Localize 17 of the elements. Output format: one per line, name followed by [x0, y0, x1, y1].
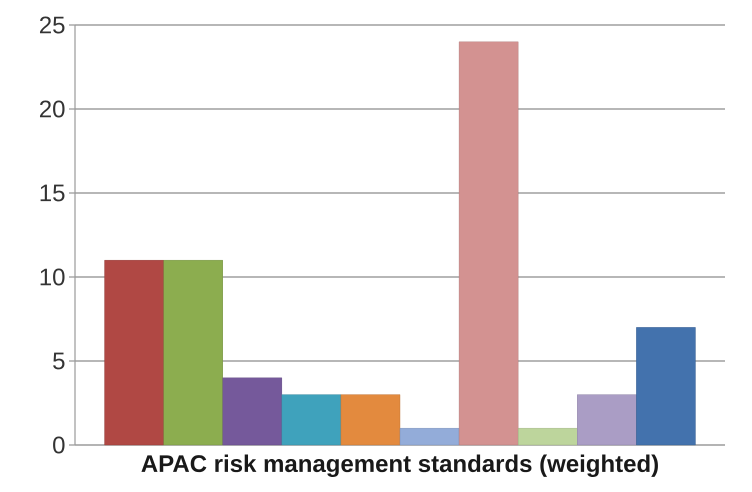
bar	[104, 260, 164, 446]
y-tick-label: 10	[40, 268, 65, 286]
bar	[518, 428, 578, 446]
bar	[340, 394, 400, 446]
y-tick-label: 5	[53, 352, 64, 370]
y-tick-label: 20	[40, 100, 65, 118]
bar	[282, 394, 342, 446]
bar	[163, 260, 223, 446]
bar	[222, 378, 282, 446]
bar	[636, 327, 696, 446]
y-tick-label: 0	[53, 436, 65, 454]
bar	[400, 428, 460, 446]
y-tick-label: 15	[40, 184, 64, 202]
bar	[458, 42, 518, 446]
x-tick-label: APAC risk management standards (weighted)	[141, 454, 658, 478]
y-tick-label: 25	[40, 16, 64, 34]
bar	[577, 394, 637, 446]
